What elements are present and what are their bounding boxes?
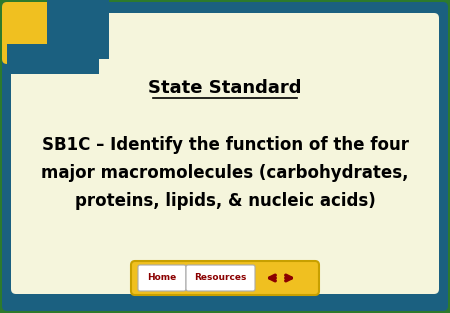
Text: State Standard: State Standard — [148, 79, 302, 97]
FancyBboxPatch shape — [2, 2, 448, 311]
FancyBboxPatch shape — [2, 2, 74, 64]
FancyBboxPatch shape — [138, 265, 186, 291]
Bar — [47, 0, 109, 59]
Text: SB1C – Identify the function of the four: SB1C – Identify the function of the four — [41, 136, 409, 154]
FancyBboxPatch shape — [186, 265, 255, 291]
Text: Resources: Resources — [194, 274, 247, 283]
Bar — [7, 44, 99, 74]
FancyBboxPatch shape — [11, 13, 439, 294]
Text: Home: Home — [148, 274, 176, 283]
Text: proteins, lipids, & nucleic acids): proteins, lipids, & nucleic acids) — [75, 192, 375, 210]
FancyBboxPatch shape — [131, 261, 319, 295]
Text: major macromolecules (carbohydrates,: major macromolecules (carbohydrates, — [41, 164, 409, 182]
